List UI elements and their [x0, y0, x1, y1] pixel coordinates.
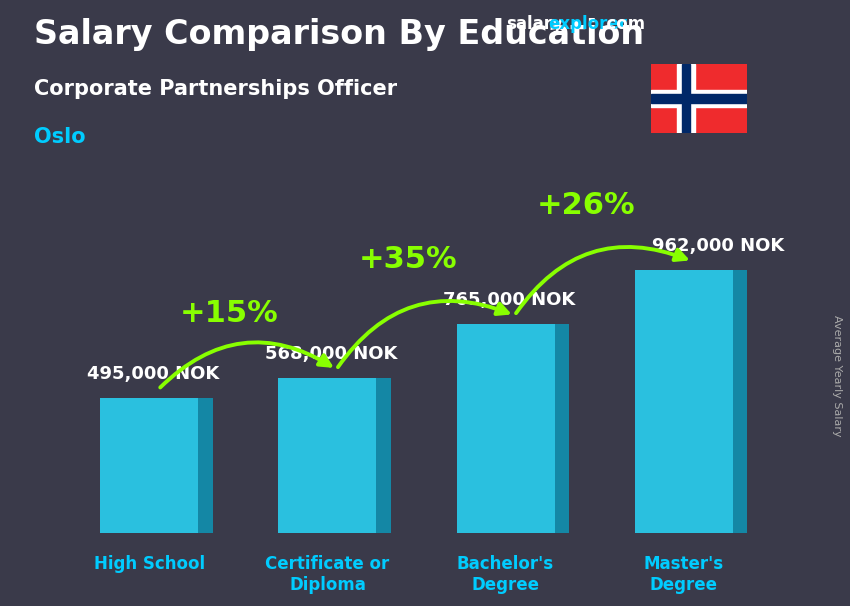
- Polygon shape: [100, 398, 198, 533]
- Text: 962,000 NOK: 962,000 NOK: [652, 236, 784, 255]
- Polygon shape: [554, 324, 569, 533]
- Text: Bachelor's
Degree: Bachelor's Degree: [457, 555, 554, 594]
- Text: Corporate Partnerships Officer: Corporate Partnerships Officer: [34, 79, 397, 99]
- Bar: [651, 90, 747, 107]
- Text: .com: .com: [600, 15, 645, 33]
- Text: +15%: +15%: [180, 299, 279, 328]
- Text: Average Yearly Salary: Average Yearly Salary: [832, 315, 842, 436]
- Text: Certificate or
Diploma: Certificate or Diploma: [265, 555, 389, 594]
- Polygon shape: [456, 324, 554, 533]
- Text: +26%: +26%: [536, 191, 635, 221]
- Text: High School: High School: [94, 555, 205, 573]
- Polygon shape: [733, 270, 747, 533]
- Bar: [651, 94, 747, 103]
- Text: +35%: +35%: [359, 245, 457, 275]
- Text: explorer: explorer: [548, 15, 627, 33]
- Bar: [677, 64, 694, 133]
- Polygon shape: [377, 378, 391, 533]
- Text: Oslo: Oslo: [34, 127, 86, 147]
- Text: 765,000 NOK: 765,000 NOK: [443, 291, 575, 308]
- Polygon shape: [635, 270, 733, 533]
- Bar: [682, 64, 690, 133]
- Text: salary: salary: [506, 15, 563, 33]
- Text: 568,000 NOK: 568,000 NOK: [265, 345, 398, 362]
- Polygon shape: [279, 378, 377, 533]
- Text: Master's
Degree: Master's Degree: [643, 555, 723, 594]
- Text: 495,000 NOK: 495,000 NOK: [87, 365, 219, 382]
- Text: Salary Comparison By Education: Salary Comparison By Education: [34, 18, 644, 51]
- Polygon shape: [198, 398, 212, 533]
